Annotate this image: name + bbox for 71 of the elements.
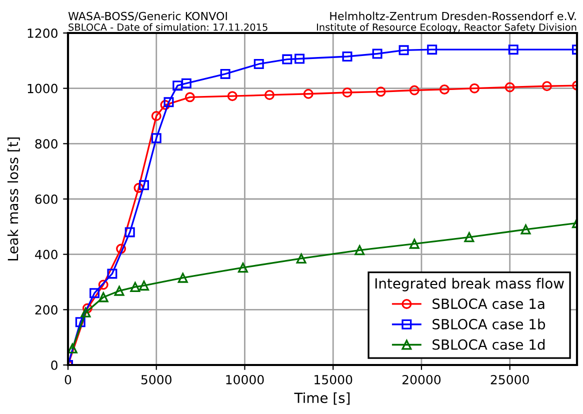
point <box>264 90 274 100</box>
point <box>354 245 365 256</box>
text: Helmholtz-Zentrum Dresden-Rossendorf e.V. <box>330 12 576 20</box>
y-tick-label: 0 <box>51 360 58 370</box>
point <box>116 244 126 254</box>
point <box>372 48 382 59</box>
point <box>504 82 515 92</box>
x-tick-label: 25000 <box>490 374 529 384</box>
point <box>138 180 149 190</box>
point <box>90 288 100 298</box>
point <box>398 45 409 56</box>
point <box>151 133 162 144</box>
point <box>178 272 188 283</box>
point <box>172 80 183 91</box>
point <box>464 232 474 242</box>
point <box>75 317 86 328</box>
point <box>114 286 124 296</box>
point <box>520 224 531 234</box>
point <box>342 87 352 98</box>
point <box>98 292 108 302</box>
point <box>80 307 91 318</box>
x-tick-label: 10000 <box>226 374 264 384</box>
point <box>542 81 552 92</box>
legend-label: SBLOCA case 1d <box>432 339 545 350</box>
chart-title: WASA-BOSS/Generic KONVOI <box>68 12 227 22</box>
point <box>303 88 314 99</box>
point <box>238 262 248 273</box>
text: Institute of Resource Ecology, Reactor Safety Division <box>317 23 576 33</box>
legend-label: SBLOCA case 1a <box>432 298 544 310</box>
chart-subtitle: SBLOCA - Date of simulation: 17.11.2015 <box>68 23 268 31</box>
x-tick-label: 0 <box>64 374 72 384</box>
legend-label: SBLOCA case 1b <box>432 318 546 330</box>
point <box>508 44 518 55</box>
point <box>439 84 450 94</box>
x-axis-title: Time [s] <box>294 392 350 405</box>
y-tick-label: 800 <box>35 139 58 149</box>
point <box>160 100 170 110</box>
point <box>68 343 78 354</box>
x-tick-label: 20000 <box>402 374 441 384</box>
point <box>107 268 118 279</box>
y-tick-label: 400 <box>35 250 58 260</box>
point <box>409 238 420 249</box>
point <box>138 280 149 291</box>
point <box>220 68 230 79</box>
y-axis-title: Leak mass loss [t] <box>7 137 20 260</box>
point <box>181 78 192 88</box>
y-tick-label: 1200 <box>28 28 58 38</box>
point <box>282 54 292 64</box>
point <box>427 44 438 55</box>
point <box>294 54 305 64</box>
x-tick-label: 5000 <box>141 374 172 384</box>
point <box>227 91 238 102</box>
point <box>254 58 264 69</box>
point <box>130 282 140 292</box>
point <box>469 83 480 94</box>
point <box>164 97 174 108</box>
point <box>296 253 306 264</box>
point <box>82 303 92 314</box>
point <box>184 92 195 102</box>
point <box>376 86 386 97</box>
point <box>134 182 144 193</box>
point <box>151 111 162 121</box>
point <box>98 280 108 290</box>
point <box>342 52 352 62</box>
y-tick-label: 1000 <box>28 84 58 94</box>
point <box>124 227 135 238</box>
x-tick-label: 15000 <box>314 374 352 384</box>
point <box>409 85 420 96</box>
y-tick-label: 200 <box>35 305 58 315</box>
legend-title: Integrated break mass flow <box>375 278 564 292</box>
y-tick-label: 600 <box>35 194 58 204</box>
